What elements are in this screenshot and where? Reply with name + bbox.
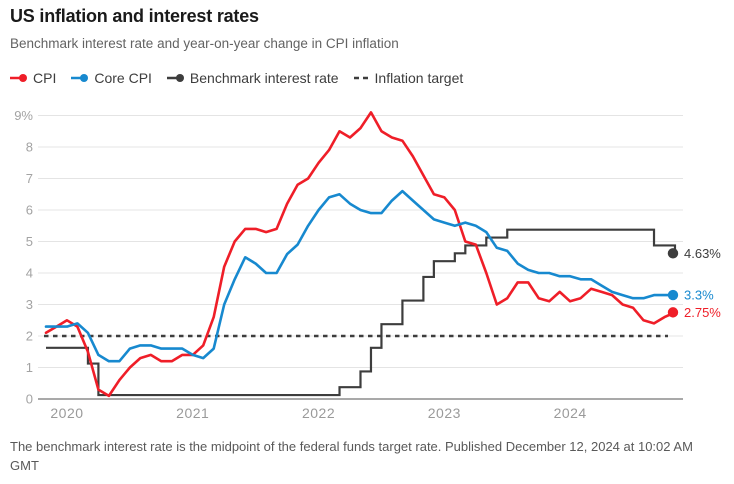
y-axis-label-0: 0: [26, 392, 33, 407]
legend-label-inflation-target: Inflation target: [374, 70, 464, 86]
chart-area: 0 1 2 3 4 5 6 7 8 9% 2020 2021 2022 2023 2024 4.63% 2.75…: [0, 100, 734, 430]
benchmark-rate-line-dot-icon: [166, 74, 184, 82]
core-cpi-line-dot-icon: [71, 74, 89, 82]
x-axis-label-2023: 2023: [428, 405, 461, 421]
benchmark-interest-rate-end-label: 4.63%: [684, 246, 721, 261]
y-axis-label-2: 2: [26, 329, 33, 344]
y-axis-label-7: 7: [26, 171, 33, 186]
cpi-end-label: 2.75%: [684, 305, 721, 320]
legend-label-core-cpi: Core CPI: [94, 70, 152, 86]
y-axis-label-5: 5: [26, 234, 33, 249]
x-axis-label-2024: 2024: [554, 405, 587, 421]
cpi-line-dot-icon: [10, 74, 27, 82]
benchmark-interest-rate-end-dot: [667, 248, 679, 259]
legend-item-inflation-target: Inflation target: [353, 70, 464, 86]
legend-label-benchmark-rate: Benchmark interest rate: [189, 70, 339, 86]
y-axis-label-8: 8: [26, 140, 33, 155]
x-axis-label-2022: 2022: [302, 405, 335, 421]
x-axis-label-2020: 2020: [50, 405, 83, 421]
y-axis-label-1: 1: [26, 360, 33, 375]
y-axis-label-4: 4: [26, 266, 33, 281]
legend-item-core-cpi: Core CPI: [71, 70, 152, 86]
core-cpi-end-label: 3.3%: [684, 288, 714, 303]
y-axis-label-9: 9%: [14, 108, 33, 123]
inflation-target-dashes-icon: [353, 76, 370, 80]
legend-item-cpi: CPI: [10, 70, 56, 86]
y-axis-label-6: 6: [26, 203, 33, 218]
legend-label-cpi: CPI: [33, 70, 57, 86]
legend-item-benchmark-rate: Benchmark interest rate: [166, 70, 339, 86]
x-axis-label-2021: 2021: [176, 405, 209, 421]
cpi-end-dot: [667, 307, 679, 318]
page-title: US inflation and interest rates: [10, 6, 259, 26]
chart-svg: 0 1 2 3 4 5 6 7 8 9% 2020 2021 2022 2023 2024 4.63% 2.75…: [14, 108, 721, 421]
benchmark-interest-rate-line: [46, 228, 677, 397]
legend: CPI Core CPI Benchmark interest rate Inf…: [10, 70, 463, 86]
source-note: The benchmark interest rate is the midpo…: [10, 439, 693, 473]
y-axis-label-3: 3: [26, 297, 33, 312]
cpi-line: [44, 111, 677, 398]
chart-subtitle: Benchmark interest rate and year-on-year…: [10, 36, 399, 51]
core-cpi-line: [44, 189, 677, 363]
core-cpi-end-dot: [667, 289, 679, 301]
